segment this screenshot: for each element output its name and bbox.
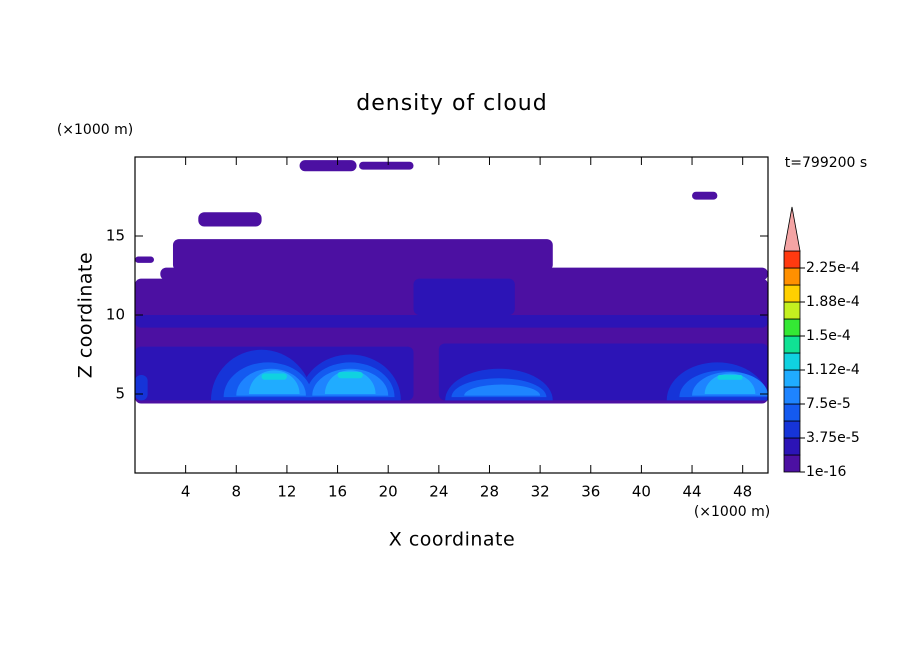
colorbar-band [783, 301, 801, 320]
contour-region [717, 375, 743, 380]
colorbar-band [783, 386, 801, 405]
colorbar-band [783, 335, 801, 354]
x-tick-label: 32 [531, 483, 550, 501]
contour-region [135, 375, 148, 401]
contour-region [413, 278, 515, 315]
colorbar-tick-label: 1e-16 [806, 464, 846, 480]
contour-region [337, 371, 363, 379]
contour-region [135, 256, 154, 263]
contour-region [198, 212, 262, 227]
contour-region [261, 373, 287, 380]
contour-region [299, 160, 357, 172]
x-tick-label: 40 [632, 483, 651, 501]
colorbar-band [783, 318, 801, 337]
contour-field [135, 160, 768, 404]
y-tick-label: 5 [115, 385, 125, 403]
x-unit: (×1000 m) [694, 504, 770, 520]
x-tick-label: 12 [277, 483, 296, 501]
x-tick-label: 4 [181, 483, 191, 501]
contour-region [692, 191, 718, 200]
colorbar-band [783, 352, 801, 371]
colorbar-extension [783, 206, 801, 252]
colorbar-tick-label: 1.88e-4 [806, 294, 860, 310]
y-axis-label: Z coordinate [75, 252, 97, 378]
x-tick-label: 28 [480, 483, 499, 501]
y-tick-label: 10 [106, 306, 125, 324]
x-tick-label: 20 [379, 483, 398, 501]
colorbar-band [783, 267, 801, 286]
x-tick-label: 8 [232, 483, 242, 501]
colorbar-tick-label: 7.5e-5 [806, 396, 851, 412]
time-label: t=799200 s [785, 155, 867, 171]
x-tick-label: 24 [429, 483, 448, 501]
contour-region [172, 239, 553, 271]
colorbar-band [783, 454, 801, 473]
y-tick-label: 15 [106, 227, 125, 245]
colorbar-tick-label: 1.12e-4 [806, 362, 860, 378]
colorbar-tick-label: 2.25e-4 [806, 260, 860, 276]
contour-region [135, 315, 768, 328]
chart-title: density of cloud [356, 91, 547, 116]
contour-region [324, 370, 376, 394]
x-axis-label: X coordinate [389, 529, 515, 551]
x-tick-label: 16 [328, 483, 347, 501]
contour-region [704, 373, 756, 394]
colorbar-band [783, 369, 801, 388]
colorbar-band [783, 437, 801, 456]
x-tick-label: 36 [581, 483, 600, 501]
colorbar-tick-label: 1.5e-4 [806, 328, 851, 344]
contour-region [464, 384, 541, 396]
x-tick-label: 44 [682, 483, 701, 501]
contour-region [248, 370, 300, 394]
colorbar-band [783, 250, 801, 269]
x-tick-label: 48 [733, 483, 752, 501]
colorbar-band [783, 403, 801, 422]
colorbar-band [783, 420, 801, 439]
colorbar-band [783, 284, 801, 303]
colorbar-tick-label: 3.75e-5 [806, 430, 860, 446]
contour-region [359, 161, 414, 170]
y-unit: (×1000 m) [57, 122, 133, 138]
